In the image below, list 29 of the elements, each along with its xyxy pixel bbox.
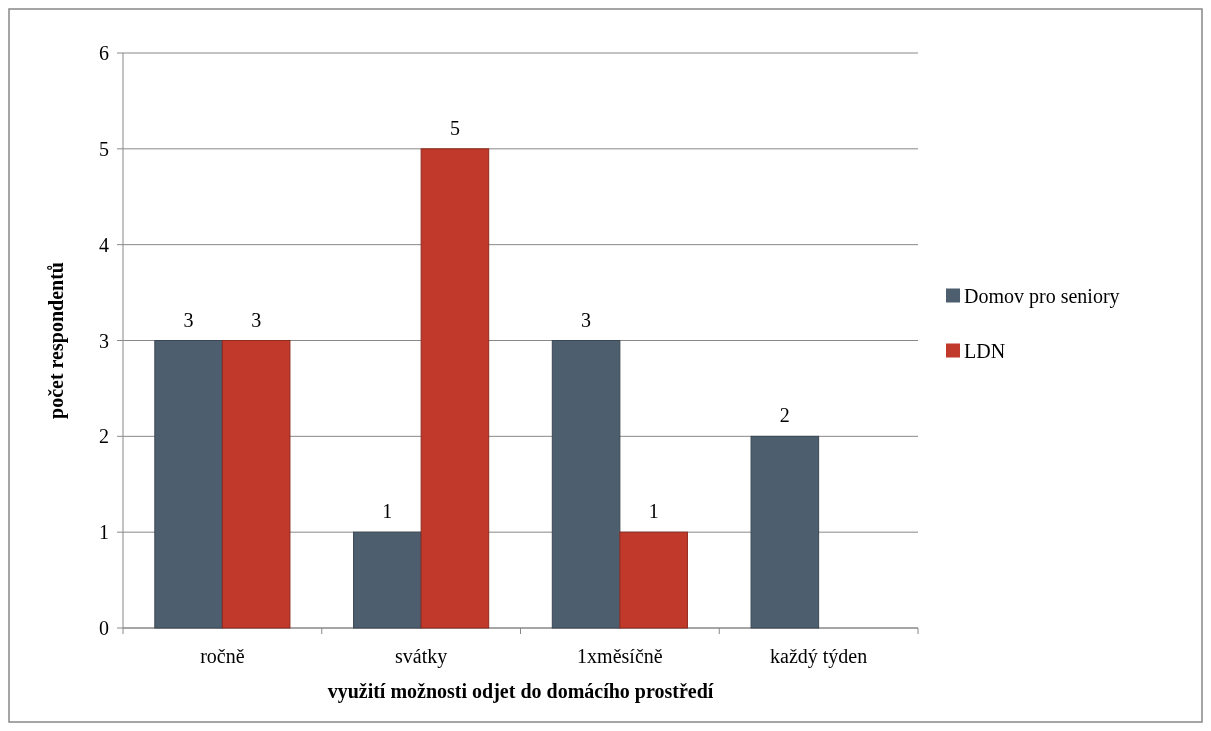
data-label: 5 [449,116,460,139]
x-tick-label: ročně [200,645,245,667]
bar [221,340,291,629]
bar [353,531,422,629]
bar [420,148,490,629]
data-label: 3 [581,308,592,331]
legend-label: LDN [964,339,1006,362]
x-tick-label: každý týden [770,645,868,668]
x-axis-title: využití možnosti odjet do domácího prostředí [327,680,714,703]
bar [551,340,621,629]
bar [154,340,223,629]
y-tick-label: 2 [99,425,109,448]
data-label: 2 [779,404,790,427]
bar [750,435,820,629]
y-tick-label: 0 [99,617,109,639]
y-tick-label: 6 [99,42,109,64]
data-label: 3 [183,308,194,331]
y-tick-label: 4 [99,233,109,256]
data-label: 3 [251,308,262,331]
y-tick-label: 1 [99,521,109,544]
y-axis-title: počet respondentů [45,262,68,419]
legend-label: Domov pro seniory [964,284,1120,308]
y-tick-label: 5 [99,137,109,160]
data-label: 1 [648,500,659,523]
x-tick-label: 1xměsíčně [577,645,663,667]
y-tick-label: 3 [99,329,109,352]
x-tick-label: svátky [395,645,448,668]
bar [619,531,688,629]
data-label: 1 [382,500,393,523]
